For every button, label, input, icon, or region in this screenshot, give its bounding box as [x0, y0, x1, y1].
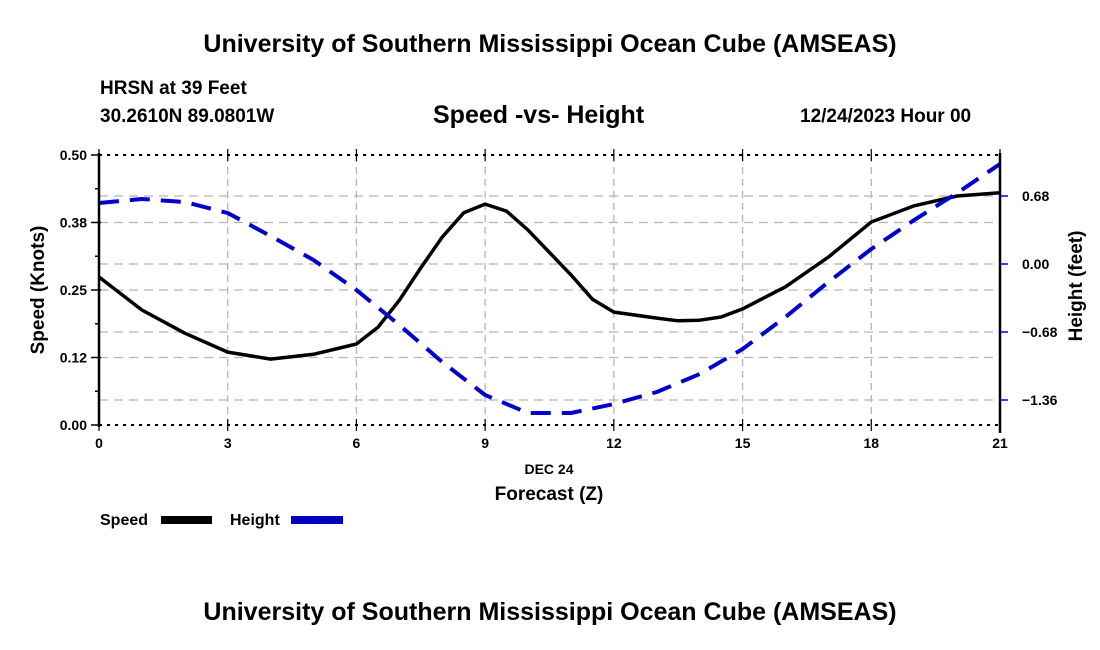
y2-tick-label: −1.36	[1022, 392, 1058, 408]
x-tick-label: 21	[992, 435, 1008, 451]
y-tick-label: 0.12	[60, 350, 87, 366]
legend: Speed Height	[100, 512, 343, 529]
coordinates-label: 30.2610N 89.0801W	[100, 106, 275, 127]
axes	[91, 149, 1008, 433]
x-axis-label: Forecast (Z)	[495, 484, 604, 505]
legend-speed-label: Speed	[100, 512, 148, 529]
datetime-label: 12/24/2023 Hour 00	[800, 106, 972, 127]
legend-speed-swatch	[161, 516, 212, 524]
y2-tick-label: 0.00	[1022, 256, 1049, 272]
tick-labels: 0 3 6 9 12 15 18 21 0.00 0.12 0.25 0.38 0.50 0.68 0.00…	[60, 147, 1058, 451]
legend-height-swatch	[291, 516, 343, 524]
y2-axis-label: Height (feet)	[1066, 231, 1087, 342]
x-tick-label: 0	[95, 435, 103, 451]
station-label: HRSN at 39 Feet	[100, 78, 247, 99]
series-lines	[97, 162, 1002, 415]
series-height-line	[98, 162, 1002, 415]
main-title: University of Southern Mississippi Ocean…	[203, 30, 897, 58]
x-tick-label: 18	[863, 435, 879, 451]
series-speed-line	[97, 191, 1001, 361]
x-tick-label: 9	[481, 435, 489, 451]
y-tick-label: 0.00	[60, 417, 87, 433]
footer-title: University of Southern Mississippi Ocean…	[203, 598, 897, 626]
x-tick-label: 6	[353, 435, 361, 451]
x-tick-label: 3	[224, 435, 232, 451]
legend-height-label: Height	[230, 512, 280, 529]
chart-title: Speed -vs- Height	[433, 101, 645, 129]
y-tick-label: 0.50	[60, 147, 87, 163]
x-sublabel: DEC 24	[524, 461, 573, 477]
x-tick-label: 12	[606, 435, 622, 451]
y-tick-label: 0.25	[60, 282, 87, 298]
grid-lines	[99, 155, 1000, 425]
x-tick-label: 15	[735, 435, 751, 451]
y-tick-label: 0.38	[60, 215, 87, 231]
y2-tick-label: −0.68	[1022, 324, 1058, 340]
y-axis-label: Speed (Knots)	[28, 226, 49, 355]
y2-tick-label: 0.68	[1022, 188, 1049, 204]
